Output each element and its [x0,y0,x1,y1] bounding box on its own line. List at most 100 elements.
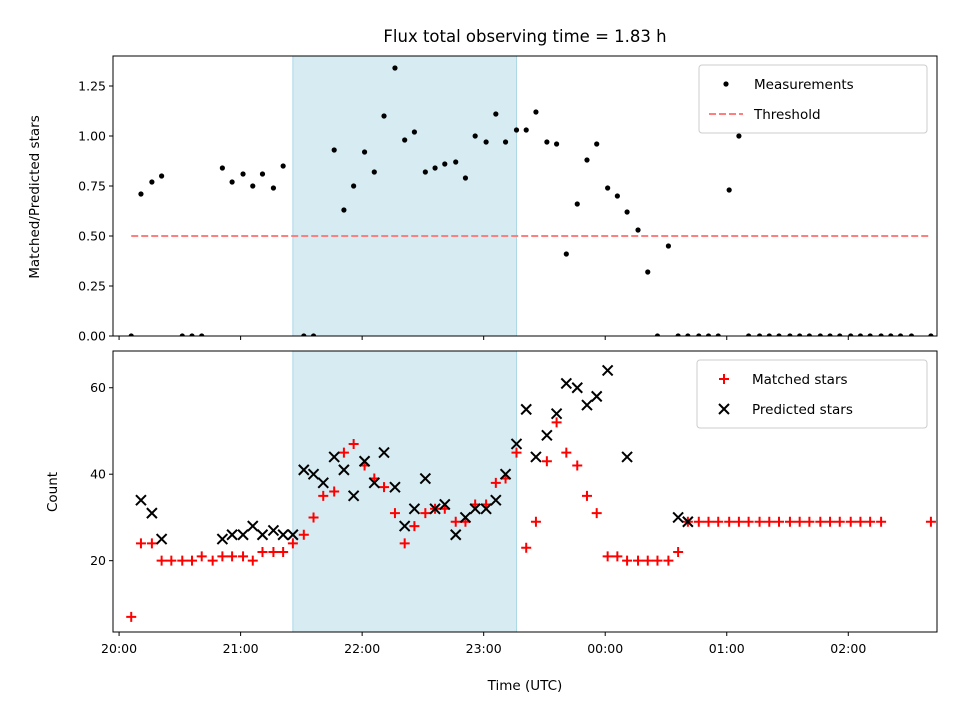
bottom-matched-stars-point [815,516,826,527]
top-measurements-point [411,129,418,135]
x-tick-label: 22:00 [344,641,380,656]
bottom-matched-stars-point [865,516,876,527]
top-measurements-point [472,133,478,139]
bottom-matched-stars-point [308,512,319,523]
bottom-matched-stars-point [581,490,592,501]
top-measurements-point [594,141,600,147]
bottom-predicted-stars-point [581,399,593,411]
bottom-predicted-stars-point [368,477,381,489]
top-measurements-point [665,243,672,249]
bottom-legend-box [696,359,928,429]
top-measurements-point [888,333,894,336]
top-measurements-point [726,187,732,193]
y-axis-label-top: Matched/Predicted stars [27,115,43,278]
bottom-predicted-stars-point [571,382,583,394]
bottom-matched-stars-point [207,555,218,566]
top-measurements-point [351,183,357,189]
bottom-matched-stars-point [551,417,562,428]
top-measurements-point [513,127,520,133]
bottom-matched-stars-point [379,482,390,493]
bottom-matched-stars-point [338,447,349,458]
bottom-predicted-stars-point [287,529,299,541]
top-legend-label: Measurements [754,77,854,93]
bottom-legend-label: Matched stars [752,372,848,388]
top-measurements-point [219,165,225,171]
bottom-matched-stars-point [409,521,420,532]
bottom-predicted-stars-point [520,403,532,416]
bottom-matched-stars-point [521,542,532,553]
top-axes-frame [112,55,938,337]
x-tick-label: 20:00 [101,641,137,656]
y-axis-label-bottom: Count [45,472,61,512]
top-observing-span [292,55,517,337]
bottom-matched-stars-point [733,516,744,527]
top-measurements-point [685,333,691,336]
top-measurements-point [483,139,489,145]
bottom-matched-stars-point [673,547,684,558]
bottom-matched-stars-point [450,516,461,527]
bottom-matched-stars-point [156,555,167,566]
top-y-tick-label: 1.25 [78,79,106,94]
top-measurements-point [331,147,337,153]
bottom-predicted-stars-point [590,390,603,403]
bottom-matched-stars-point [278,547,289,558]
top-measurements-point [453,159,459,165]
top-measurements-point [533,109,539,115]
bottom-legend-marker-x [718,403,730,415]
top-y-tick-label: 0.00 [78,329,106,344]
bottom-matched-stars-point [855,516,866,527]
top-measurements-point [766,333,772,336]
top-measurements-point [128,333,134,336]
bottom-predicted-stars-point [216,533,229,545]
bottom-matched-stars-point [420,508,431,519]
top-measurements-point [878,333,884,336]
top-measurements-point [138,191,144,197]
top-measurements-point [189,333,195,336]
bottom-matched-stars-point [876,516,887,527]
bottom-matched-stars-point [227,551,238,562]
bottom-predicted-stars-point [682,516,694,528]
top-measurements-point [371,169,377,175]
bottom-matched-stars-point [764,516,775,527]
top-measurements-point [259,171,266,177]
top-measurements-point [635,227,641,233]
top-measurements-point [605,185,611,191]
bottom-matched-stars-point [166,555,177,566]
top-measurements-point [715,333,721,336]
x-tick-label: 21:00 [223,641,259,656]
top-measurements-point [422,169,428,175]
bottom-matched-stars-point [845,516,856,527]
x-tick-label: 23:00 [466,641,502,656]
top-measurements-point [270,185,277,191]
top-legend-marker-dot [723,81,729,87]
bottom-predicted-stars-point [398,520,411,532]
x-axis-label: Time (UTC) [487,678,563,694]
bottom-predicted-stars-point [247,520,259,532]
bottom-matched-stars-point [561,447,572,458]
bottom-predicted-stars-point [135,494,147,506]
top-measurements-point [776,333,782,336]
top-measurements-point [553,141,560,147]
top-measurements-point [867,333,873,336]
top-measurements-point [523,127,529,133]
top-measurements-point [361,149,368,155]
bottom-predicted-stars-point [226,529,238,541]
bottom-matched-stars-point [591,508,602,519]
top-measurements-point [614,193,620,199]
bottom-matched-stars-point [399,538,410,549]
top-measurements-point [897,333,904,336]
bottom-predicted-stars-point [307,468,320,480]
bottom-predicted-stars-point [550,407,563,420]
bottom-predicted-stars-point [672,511,684,524]
bottom-axes-frame [112,350,938,633]
bottom-predicted-stars-point [621,451,633,463]
top-measurements-point [250,183,256,189]
bottom-matched-stars-point [663,555,674,566]
bottom-predicted-stars-point [347,490,360,502]
bottom-matched-stars-point [298,529,309,540]
bottom-predicted-stars-point [298,464,310,476]
bottom-matched-stars-point [287,538,298,549]
top-measurements-point [199,333,205,336]
bottom-matched-stars-point [642,555,653,566]
